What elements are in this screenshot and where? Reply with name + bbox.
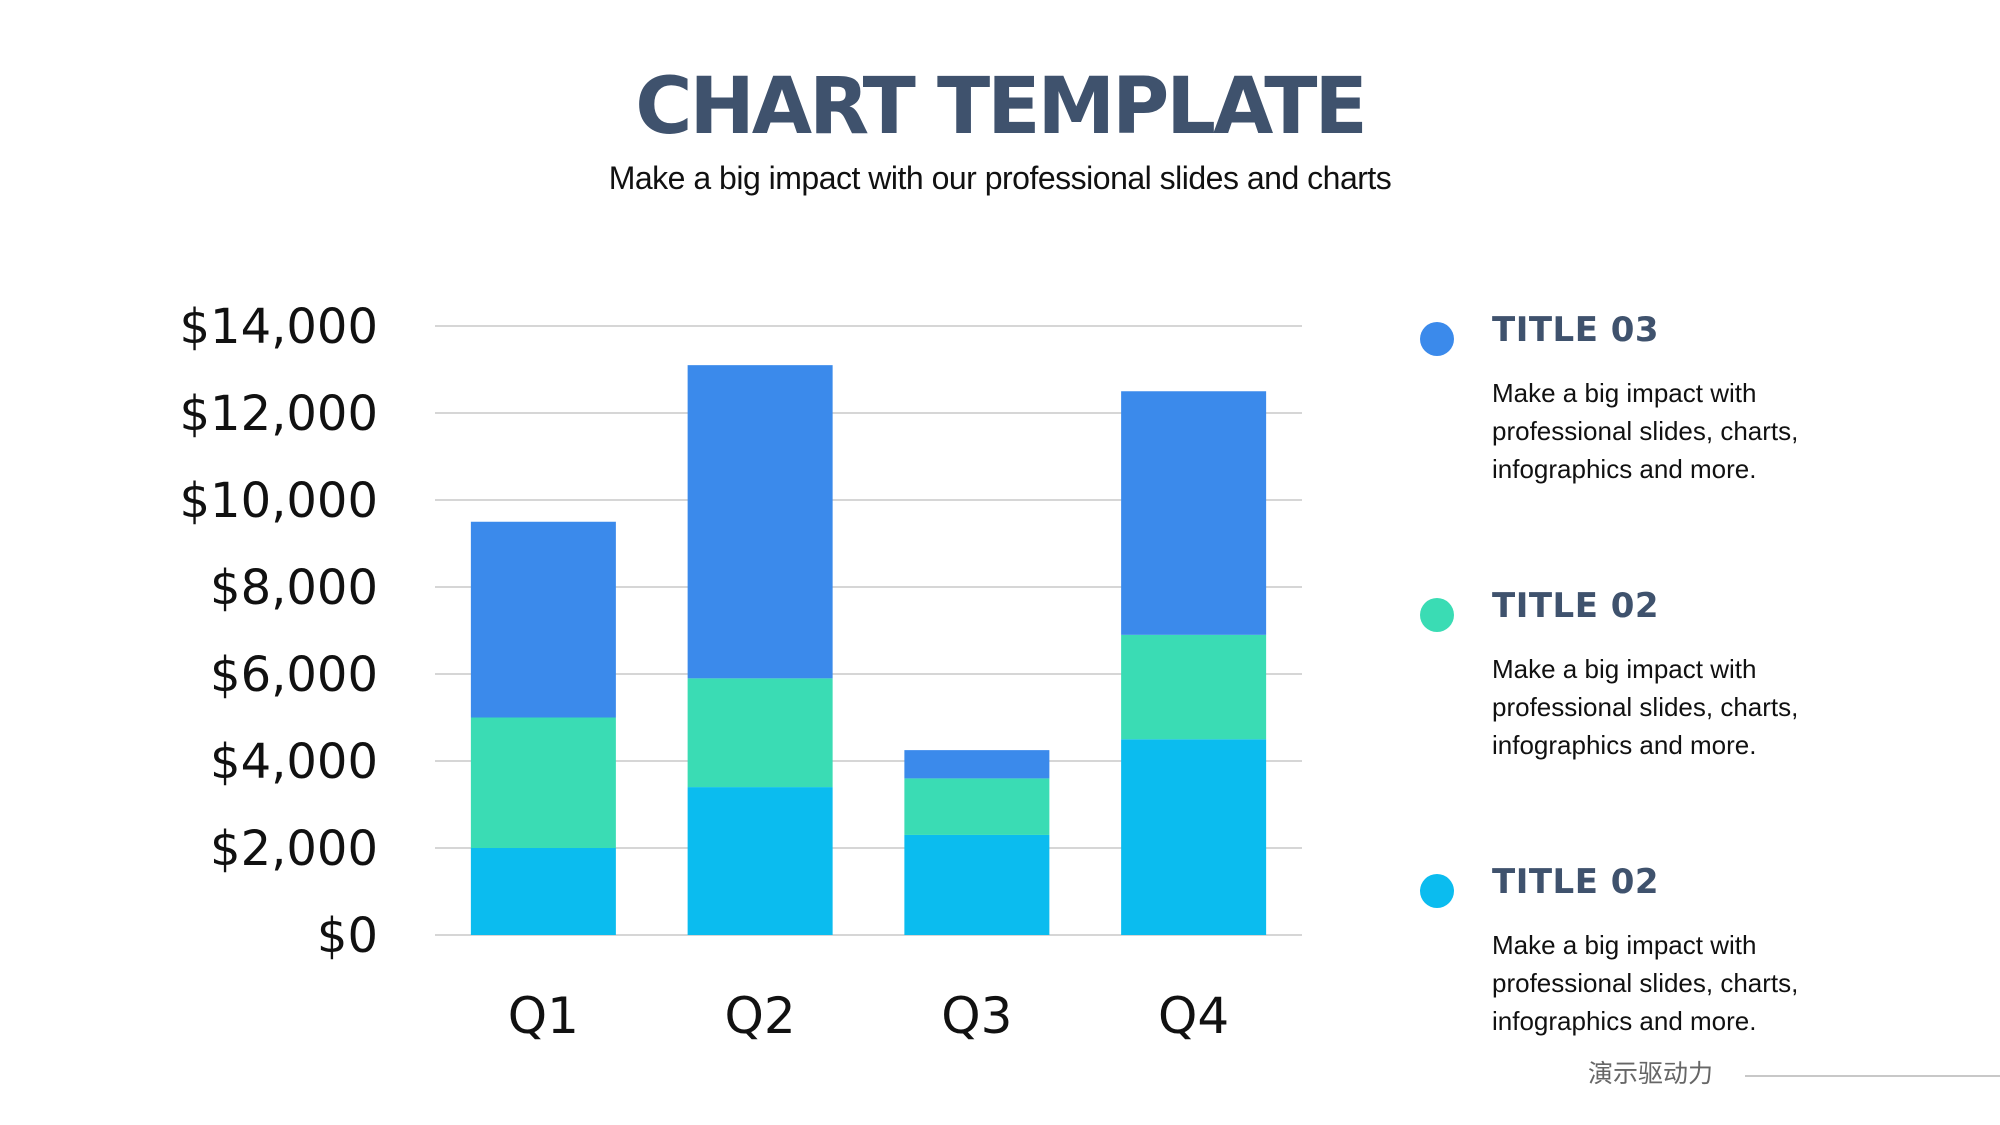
bar-segment-q4-3 <box>1121 391 1267 635</box>
y-tick-label: $4,000 <box>210 734 378 790</box>
bar-segment-q4-2 <box>1121 634 1267 740</box>
bars <box>470 365 1267 935</box>
bar-segment-q1-3 <box>470 521 616 718</box>
legend-dot-icon <box>1420 598 1454 632</box>
y-tick-label: $0 <box>317 908 378 964</box>
bar-segment-q2-1 <box>687 787 833 935</box>
bar-segment-q2-2 <box>687 678 833 788</box>
y-tick-label: $2,000 <box>210 821 378 877</box>
legend-description: Make a big impact with professional slid… <box>1492 654 1799 760</box>
x-axis-labels: Q1 Q2 Q3 Q4 <box>508 987 1229 1045</box>
y-tick-label: $6,000 <box>210 647 378 703</box>
chart-subtitle: Make a big impact with our professional … <box>608 160 1392 196</box>
y-tick-label: $14,000 <box>180 299 379 355</box>
legend-dot-icon <box>1420 322 1454 356</box>
x-tick-label: Q2 <box>725 987 796 1045</box>
x-tick-label: Q1 <box>508 987 579 1045</box>
y-tick-label: $10,000 <box>180 473 379 529</box>
bar-segment-q1-2 <box>470 717 616 848</box>
bar-segment-q3-2 <box>904 778 1050 835</box>
x-tick-label: Q4 <box>1158 987 1229 1045</box>
bar-segment-q3-1 <box>904 834 1050 935</box>
bar-segment-q4-1 <box>1121 739 1267 935</box>
x-tick-label: Q3 <box>941 987 1012 1045</box>
legend-title: TITLE 02 <box>1492 586 1660 626</box>
y-axis-labels: $0 $2,000 $4,000 $6,000 $8,000 $10,000 $12,000… <box>180 299 379 964</box>
legend-description: Make a big impact with professional slid… <box>1492 930 1799 1036</box>
bar-segment-q3-3 <box>904 750 1050 779</box>
chart-title: CHART TEMPLATE <box>635 62 1368 152</box>
y-tick-label: $12,000 <box>180 386 379 442</box>
legend-description: Make a big impact with professional slid… <box>1492 378 1799 484</box>
bar-segment-q2-3 <box>687 365 833 679</box>
legend-dot-icon <box>1420 874 1454 908</box>
legend-title: TITLE 03 <box>1492 310 1660 350</box>
legend-title: TITLE 02 <box>1492 862 1660 902</box>
watermark-text: 演示驱动力 <box>1588 1059 1714 1088</box>
divider <box>1745 1075 2000 1077</box>
y-tick-label: $8,000 <box>210 560 378 616</box>
bar-segment-q1-1 <box>470 848 616 935</box>
